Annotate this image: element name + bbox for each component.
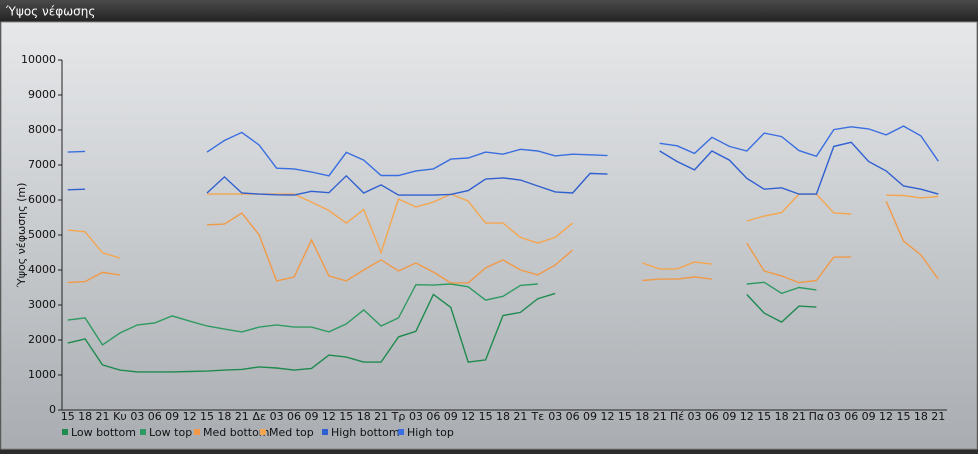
x-tick-label: 12 [322,410,336,423]
series-line [67,229,121,259]
y-tick-label: 7000 [28,158,56,171]
y-tick-label: 10000 [21,53,56,66]
legend-swatch [260,429,266,435]
series-line [206,172,608,196]
series-line [746,294,817,323]
x-tick-label: 12 [461,410,475,423]
x-tick-label: 21 [96,410,110,423]
legend-swatch [140,429,146,435]
x-tick-label: 21 [374,410,388,423]
legend-label: Low top [149,426,192,439]
x-tick-label: 15 [61,410,75,423]
x-tick-label: 09 [583,410,597,423]
x-tick-label: 15 [479,410,493,423]
y-tick-label: 6000 [28,193,56,206]
x-tick-label: 21 [513,410,527,423]
y-tick-label: 8000 [28,123,56,136]
x-tick-label: Πα [809,410,825,423]
series-line [885,200,939,280]
legend-label: Low bottom [71,426,136,439]
x-tick-label: 09 [444,410,458,423]
x-tick-label: 09 [862,410,876,423]
x-tick-label: 18 [914,410,928,423]
x-tick-label: 18 [217,410,231,423]
legend-swatch [194,429,200,435]
legend-label: Med bottom [203,426,270,439]
series-line [67,292,556,373]
legend-swatch [322,429,328,435]
x-tick-label: 15 [757,410,771,423]
x-tick-label: 12 [740,410,754,423]
x-tick-label: 06 [148,410,162,423]
x-tick-label: 06 [844,410,858,423]
x-tick-label: 21 [792,410,806,423]
x-tick-label: 21 [235,410,249,423]
x-tick-label: 09 [722,410,736,423]
y-tick-label: 5000 [28,228,56,241]
x-tick-label: 21 [653,410,667,423]
y-tick-label: 9000 [28,88,56,101]
x-tick-label: 15 [339,410,353,423]
x-tick-label: Τρ [391,410,406,423]
series-line [659,141,939,195]
title-bar [0,0,978,22]
series-line [67,188,86,191]
x-tick-label: 06 [566,410,580,423]
y-tick-label: 0 [49,403,56,416]
x-tick-label: 18 [635,410,649,423]
x-tick-label: 21 [931,410,945,423]
series-line [206,131,608,177]
series-line [67,150,86,153]
x-tick-label: 03 [130,410,144,423]
x-tick-label: 15 [896,410,910,423]
y-tick-label: 2000 [28,333,56,346]
series-line [746,281,817,295]
x-tick-label: 06 [705,410,719,423]
x-tick-label: 03 [688,410,702,423]
x-tick-label: 09 [304,410,318,423]
x-tick-label: 12 [879,410,893,423]
x-tick-label: 03 [827,410,841,423]
x-tick-label: 18 [775,410,789,423]
y-tick-label: 4000 [28,263,56,276]
x-tick-label: 12 [600,410,614,423]
x-tick-label: Κυ [113,410,127,423]
y-tick-label: 3000 [28,298,56,311]
x-tick-label: 09 [165,410,179,423]
legend-swatch [398,429,404,435]
legend-label: High top [407,426,454,439]
x-tick-label: 15 [618,410,632,423]
x-tick-label: 03 [548,410,562,423]
y-tick-label: 1000 [28,368,56,381]
legend-label: High bottom [331,426,400,439]
x-tick-label: 15 [200,410,214,423]
x-tick-label: 03 [270,410,284,423]
series-line [886,194,939,199]
x-tick-label: 18 [78,410,92,423]
series-line [67,283,538,346]
series-line [67,271,120,284]
x-tick-label: 06 [287,410,301,423]
x-tick-label: 18 [357,410,371,423]
x-tick-label: 03 [409,410,423,423]
series-line [642,276,712,282]
x-tick-label: 18 [496,410,510,423]
series-line [642,261,712,270]
legend-label: Med top [269,426,314,439]
y-axis-label: Ύψος νέφωσης (m) [15,183,28,289]
chart-panel [0,21,978,450]
series-line [206,212,574,284]
x-tick-label: Δε [252,410,266,423]
legend-swatch [62,429,68,435]
chart-title: Ύψος νέφωσης [5,5,95,19]
x-tick-label: 06 [426,410,440,423]
series-line [746,242,852,284]
x-tick-label: Πέ [670,410,684,423]
x-tick-label: 12 [183,410,197,423]
series-line [659,125,939,162]
x-tick-label: Τε [530,410,544,423]
